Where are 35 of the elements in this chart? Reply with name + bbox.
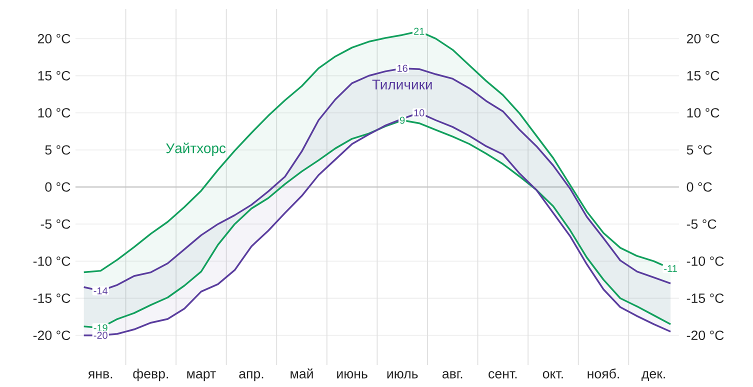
data-label: 9: [400, 116, 405, 124]
y-tick-label: 20 °C: [38, 34, 70, 44]
x-tick-label: апр.: [239, 371, 264, 382]
data-label: -20: [94, 332, 108, 339]
y-tick-label: 15 °C: [38, 71, 70, 80]
y2-tick-label: 5 °C: [686, 145, 712, 155]
y2-tick-label: 20 °C: [686, 34, 720, 44]
x-tick-label: июль: [387, 371, 418, 378]
y2-tick-label: 10 °C: [687, 108, 720, 118]
series-label: Уайтхорс: [166, 142, 226, 156]
y2-tick-label: -10 °C: [686, 256, 724, 266]
x-tick-label: нояб.: [588, 368, 619, 378]
x-tick-label: июнь: [337, 371, 368, 378]
y-tick-label: 0 °C: [45, 182, 70, 192]
y-tick-label: 10 °C: [38, 108, 70, 118]
x-tick-label: май: [290, 368, 313, 378]
y-tick-label: 5 °C: [45, 145, 70, 155]
y-tick-label: -15 °C: [33, 294, 70, 303]
x-tick-label: март: [187, 371, 216, 382]
y2-tick-label: -20 °C: [686, 330, 724, 340]
x-tick-label: сент.: [488, 371, 517, 378]
series-label: Тиличики: [372, 80, 432, 90]
y2-tick-label: -5 °C: [686, 219, 716, 229]
x-tick-label: февр.: [133, 368, 168, 382]
data-label: -11: [664, 265, 677, 272]
y2-tick-label: 15 °C: [687, 71, 720, 80]
x-tick-label: янв.: [88, 371, 112, 378]
y2-tick-label: 0 °C: [686, 182, 712, 192]
x-tick-label: дек.: [642, 371, 665, 381]
x-tick-label: авг.: [442, 371, 462, 378]
y-tick-label: -20 °C: [33, 330, 70, 340]
y-tick-label: -10 °C: [33, 256, 70, 266]
x-tick-label: окт.: [542, 371, 563, 378]
y-tick-label: -5 °C: [40, 219, 70, 229]
y2-tick-label: -15 °C: [686, 294, 724, 303]
